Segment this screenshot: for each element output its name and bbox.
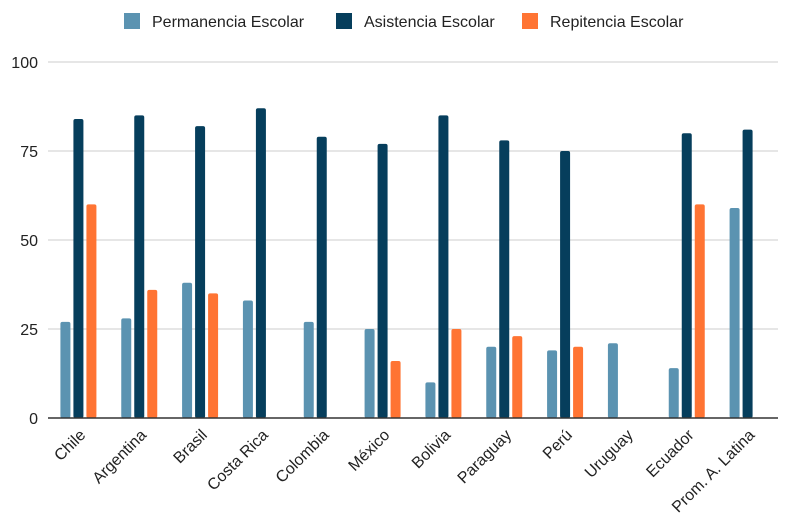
- bar-repitencia-escolar-ecuador[interactable]: [694, 204, 705, 418]
- bar-permanencia-escolar-brasil[interactable]: [182, 282, 193, 418]
- bar-permanencia-escolar-paraguay[interactable]: [486, 346, 497, 418]
- legend-item-asistencia-escolar[interactable]: Asistencia Escolar: [336, 13, 495, 31]
- bar-repitencia-escolar-brasil[interactable]: [208, 293, 219, 418]
- bar-permanencia-escolar-costa-rica[interactable]: [242, 300, 253, 418]
- bar-asistencia-escolar-argentina[interactable]: [134, 115, 145, 419]
- bar-permanencia-escolar-prom-a-latina[interactable]: [729, 207, 740, 418]
- y-tick-label: 50: [20, 233, 38, 250]
- bar-asistencia-escolar-chile[interactable]: [73, 118, 84, 419]
- bar-permanencia-escolar-bolivia[interactable]: [425, 382, 436, 418]
- bar-permanencia-escolar-chile[interactable]: [60, 321, 71, 418]
- bars-layer: [60, 108, 753, 419]
- bar-asistencia-escolar-mexico[interactable]: [377, 143, 388, 418]
- bar-permanencia-escolar-mexico[interactable]: [364, 329, 375, 418]
- x-tick-label: Uruguay: [582, 427, 637, 482]
- bar-repitencia-escolar-chile[interactable]: [86, 204, 97, 418]
- y-tick-label: 25: [20, 322, 38, 339]
- legend-label: Repitencia Escolar: [550, 14, 684, 31]
- bar-asistencia-escolar-peru[interactable]: [560, 151, 571, 418]
- bar-asistencia-escolar-bolivia[interactable]: [438, 115, 449, 419]
- bar-repitencia-escolar-paraguay[interactable]: [512, 336, 523, 418]
- bar-repitencia-escolar-argentina[interactable]: [147, 289, 158, 418]
- legend-item-repitencia-escolar[interactable]: Repitencia Escolar: [522, 13, 684, 31]
- x-tick-label: Perú: [540, 427, 576, 463]
- legend-label: Permanencia Escolar: [152, 14, 305, 31]
- bar-asistencia-escolar-ecuador[interactable]: [681, 133, 692, 418]
- y-tick-labels: 0 25 50 75 100: [11, 55, 38, 428]
- bar-asistencia-escolar-paraguay[interactable]: [499, 140, 510, 418]
- x-tick-label: Paraguay: [455, 427, 515, 487]
- y-tick-label: 0: [29, 411, 38, 428]
- legend-label: Asistencia Escolar: [364, 14, 495, 31]
- legend[interactable]: Permanencia Escolar Asistencia Escolar Rep…: [124, 13, 684, 31]
- x-tick-label: Argentina: [90, 427, 151, 488]
- bar-asistencia-escolar-colombia[interactable]: [316, 136, 327, 418]
- x-tick-label: México: [346, 427, 394, 475]
- bar-asistencia-escolar-prom-a-latina[interactable]: [742, 129, 753, 418]
- bar-permanencia-escolar-argentina[interactable]: [121, 318, 132, 418]
- x-tick-label: Ecuador: [643, 426, 698, 481]
- bar-permanencia-escolar-uruguay[interactable]: [607, 343, 618, 418]
- x-tick-label: Chile: [51, 427, 89, 465]
- bar-repitencia-escolar-mexico[interactable]: [390, 361, 401, 418]
- bar-permanencia-escolar-ecuador[interactable]: [668, 368, 679, 418]
- x-tick-label: Bolivia: [409, 427, 454, 472]
- bar-asistencia-escolar-brasil[interactable]: [195, 126, 206, 418]
- legend-swatch: [336, 13, 352, 29]
- x-tick-label: Brasil: [171, 427, 211, 467]
- grid-layer: [48, 61, 778, 330]
- y-tick-label: 100: [11, 55, 38, 72]
- bar-permanencia-escolar-colombia[interactable]: [303, 321, 314, 418]
- y-tick-label: 75: [20, 144, 38, 161]
- bar-repitencia-escolar-bolivia[interactable]: [451, 329, 462, 418]
- x-tick-label: Colombia: [273, 427, 333, 487]
- legend-swatch: [124, 13, 140, 29]
- bar-asistencia-escolar-costa-rica[interactable]: [255, 108, 266, 418]
- legend-item-permanencia-escolar[interactable]: Permanencia Escolar: [124, 13, 305, 31]
- bar-repitencia-escolar-peru[interactable]: [573, 346, 584, 418]
- x-tick-label: Costa Rica: [204, 427, 271, 494]
- legend-swatch: [522, 13, 538, 29]
- bar-permanencia-escolar-peru[interactable]: [547, 350, 558, 418]
